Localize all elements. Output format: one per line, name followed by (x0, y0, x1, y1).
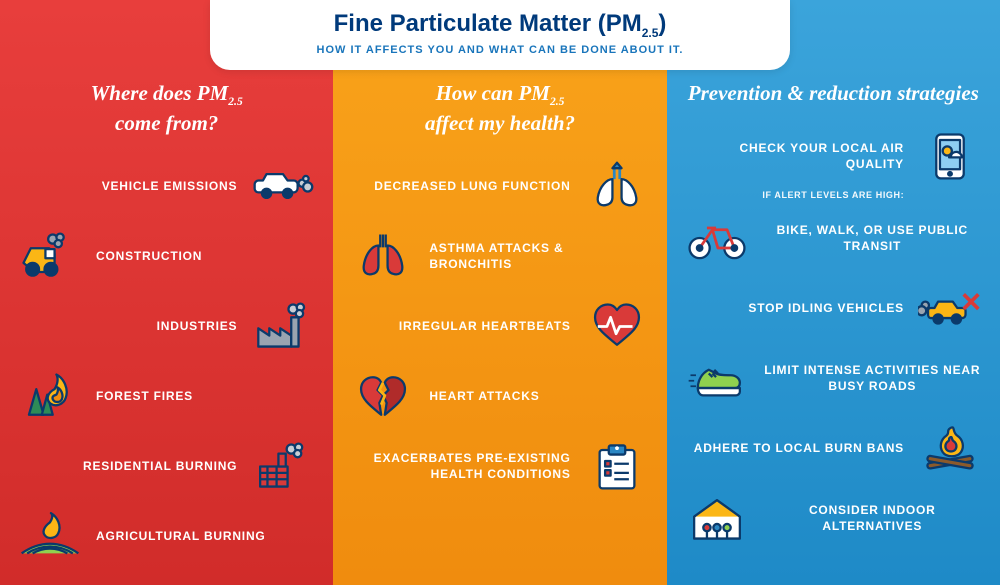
item-label: HEART ATTACKS (429, 388, 648, 404)
item-label: CONSIDER INDOOR ALTERNATIVES (763, 502, 982, 534)
list-item: CONSTRUCTION (18, 228, 315, 284)
field-fire-icon (18, 510, 82, 562)
column-sources: Where does PM2.5 come from? VEHICLE EMIS… (0, 0, 333, 585)
list-item: INDUSTRIES (18, 298, 315, 354)
item-label: VEHICLE EMISSIONS (18, 178, 237, 194)
phone-weather-icon (918, 130, 982, 182)
column-prevention: Prevention & reduction strategies CHECK … (667, 0, 1000, 585)
lungs-icon (585, 160, 649, 212)
factory-icon (251, 300, 315, 352)
list-item: EXACERBATES PRE-EXISTING HEALTH CONDITIO… (351, 438, 648, 494)
list-item: STOP IDLING VEHICLES (685, 280, 982, 336)
construction-icon (18, 230, 82, 282)
item-label: CONSTRUCTION (96, 248, 315, 264)
list-item: LIMIT INTENSE ACTIVITIES NEAR BUSY ROADS (685, 350, 982, 406)
title-subscript: 2.5 (642, 26, 659, 40)
header-card: Fine Particulate Matter (PM2.5) HOW IT A… (210, 0, 790, 70)
item-label: FOREST FIRES (96, 388, 315, 404)
item-label: ASTHMA ATTACKS & BRONCHITIS (429, 240, 648, 272)
list-item: DECREASED LUNG FUNCTION (351, 158, 648, 214)
item-label: BIKE, WALK, OR USE PUBLIC TRANSIT (763, 222, 982, 254)
page-subtitle: HOW IT AFFECTS YOU AND WHAT CAN BE DONE … (250, 44, 750, 56)
item-label: DECREASED LUNG FUNCTION (351, 178, 570, 194)
title-text-end: ) (658, 10, 666, 37)
broken-heart-icon (351, 370, 415, 422)
column-heading: Where does PM2.5 come from? (18, 80, 315, 136)
item-label: EXACERBATES PRE-EXISTING HEALTH CONDITIO… (351, 450, 570, 482)
list-item: BIKE, WALK, OR USE PUBLIC TRANSIT (685, 210, 982, 266)
list-item: CHECK YOUR LOCAL AIR QUALITY (685, 128, 982, 184)
item-label: CHECK YOUR LOCAL AIR QUALITY (685, 140, 904, 172)
campfire-icon (918, 422, 982, 474)
list-item: IRREGULAR HEARTBEATS (351, 298, 648, 354)
list-item: VEHICLE EMISSIONS (18, 158, 315, 214)
page-title: Fine Particulate Matter (PM2.5) (250, 10, 750, 40)
column-health: How can PM2.5 affect my health? DECREASE… (333, 0, 666, 585)
alert-note: IF ALERT LEVELS ARE HIGH: (685, 190, 982, 200)
item-label: INDUSTRIES (18, 318, 237, 334)
item-label: IRREGULAR HEARTBEATS (351, 318, 570, 334)
item-label: LIMIT INTENSE ACTIVITIES NEAR BUSY ROADS (763, 362, 982, 394)
no-idling-icon (918, 282, 982, 334)
house-icon (685, 492, 749, 544)
title-text: Fine Particulate Matter (PM (334, 10, 642, 37)
running-shoe-icon (685, 352, 749, 404)
item-label: RESIDENTIAL BURNING (18, 458, 237, 474)
clipboard-icon (585, 440, 649, 492)
list-item: HEART ATTACKS (351, 368, 648, 424)
list-item: ASTHMA ATTACKS & BRONCHITIS (351, 228, 648, 284)
list-item: RESIDENTIAL BURNING (18, 438, 315, 494)
list-item: FOREST FIRES (18, 368, 315, 424)
column-heading: Prevention & reduction strategies (685, 80, 982, 106)
list-item: AGRICULTURAL BURNING (18, 508, 315, 564)
item-label: ADHERE TO LOCAL BURN BANS (685, 440, 904, 456)
column-heading: How can PM2.5 affect my health? (351, 80, 648, 136)
heartbeat-icon (585, 300, 649, 352)
item-label: AGRICULTURAL BURNING (96, 528, 315, 544)
list-item: ADHERE TO LOCAL BURN BANS (685, 420, 982, 476)
inflamed-lungs-icon (351, 230, 415, 282)
list-item: CONSIDER INDOOR ALTERNATIVES (685, 490, 982, 546)
forest-fire-icon (18, 370, 82, 422)
car-emissions-icon (251, 160, 315, 212)
chimney-icon (251, 440, 315, 492)
bicycle-icon (685, 212, 749, 264)
item-label: STOP IDLING VEHICLES (685, 300, 904, 316)
